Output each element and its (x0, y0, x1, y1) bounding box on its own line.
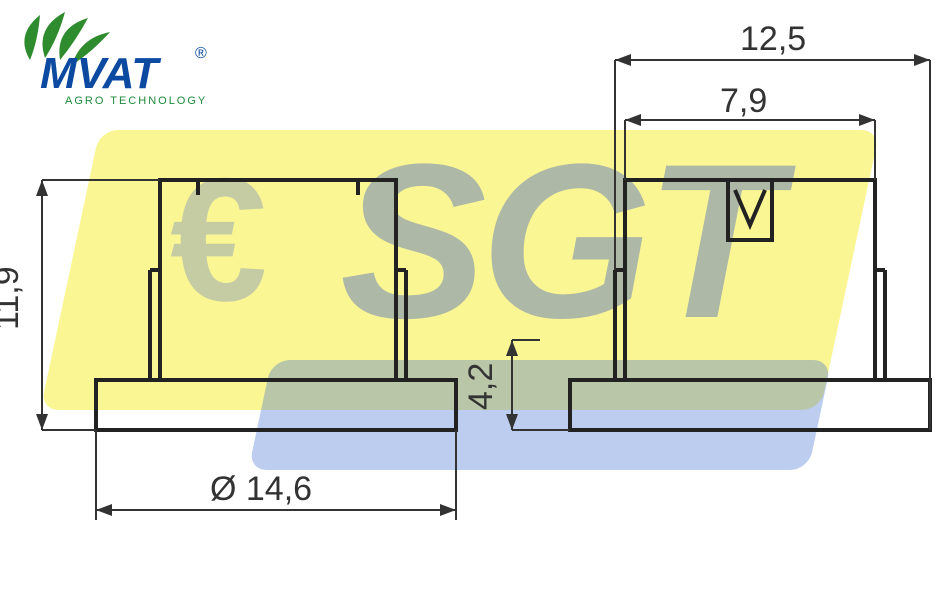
side-body (625, 180, 875, 380)
front-view (96, 180, 456, 430)
dim-step-h: 4,2 (462, 340, 625, 430)
front-base (96, 380, 456, 430)
side-v-notch (735, 190, 765, 225)
dim-base-dia: Ø 14,6 (96, 430, 456, 520)
side-view (570, 180, 930, 430)
side-base (570, 380, 930, 430)
dim-height-overall: 11,9 (0, 180, 160, 430)
front-body (160, 180, 396, 380)
technical-drawing-stage: € SGT MVAT ® AGRO TECHNOLOGY (0, 0, 944, 602)
dim-base-dia-label: Ø 14,6 (210, 470, 312, 508)
dim-height-label: 11,9 (0, 266, 26, 330)
dim-body-w-label: 7,9 (720, 82, 767, 120)
side-slot (728, 180, 772, 240)
dim-step-h-label: 4,2 (462, 363, 500, 410)
drawing-svg: 11,9 Ø 14,6 4,2 (0, 0, 944, 602)
dim-top-overall-label: 12,5 (740, 20, 806, 58)
dim-body-w: 7,9 (625, 82, 875, 180)
dimensions: 11,9 Ø 14,6 4,2 (0, 20, 930, 520)
